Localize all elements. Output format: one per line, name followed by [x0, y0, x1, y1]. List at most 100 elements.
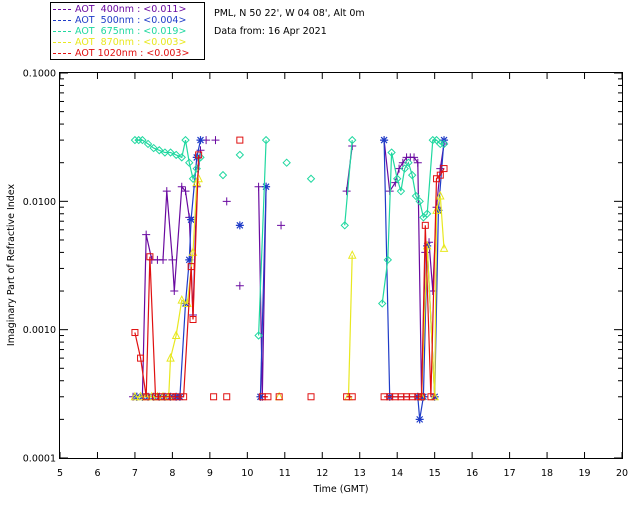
series-5000nm-point [256, 392, 265, 401]
series-1020nm-point [433, 175, 441, 183]
series-6750nm-point [348, 135, 357, 145]
series-6750nm-line [134, 139, 202, 181]
x-tick-label: 19 [578, 468, 590, 479]
series-1020nm-point [210, 393, 218, 401]
location-text: PML, N 50 22', W 04 08', Alt 0m [214, 8, 365, 19]
series-8700nm-line [347, 255, 353, 397]
series-6750nm-point [383, 255, 393, 265]
series-5000nm-point [415, 415, 424, 424]
series-5000nm-point [262, 182, 271, 191]
series-8700nm-point [194, 173, 203, 183]
series-8700nm-point [430, 391, 439, 401]
series-4000nm [129, 136, 449, 401]
x-tick-label: 5 [57, 468, 63, 479]
legend-item-870nm: AOT 870nm : <0.003> [53, 37, 186, 48]
series-1020nm-point [436, 171, 444, 179]
x-tick-label: 10 [241, 468, 253, 479]
legend-item-400nm: AOT 400nm : <0.011> [53, 4, 186, 15]
series-6750nm-point [306, 174, 316, 183]
series-8700nm-point [177, 294, 187, 304]
series-8700nm-point [347, 250, 357, 259]
series-6750nm-point [422, 209, 432, 218]
series-5000nm-point [235, 221, 244, 230]
series-8700nm-point [439, 243, 449, 252]
legend-label: AOT 870nm : <0.003> [75, 37, 187, 48]
series-6750nm-point [411, 191, 421, 201]
series-6750nm-point [235, 150, 245, 160]
series-1020nm [131, 136, 448, 401]
series-1020nm-point [275, 393, 283, 401]
series-1020nm-point [264, 393, 272, 401]
legend-label: AOT 1020nm : <0.003> [75, 48, 190, 59]
series-6750nm-point [160, 148, 170, 157]
legend-swatch [53, 20, 71, 21]
series-4000nm-point [413, 158, 422, 167]
series-6750nm-point [130, 135, 140, 145]
series-1020nm-point [414, 393, 422, 401]
series-6750nm-point [181, 135, 190, 145]
series-8700nm-point [147, 391, 157, 401]
x-tick-label: 12 [316, 468, 328, 479]
series-4000nm-point [162, 187, 171, 196]
series-6750nm-point [282, 158, 291, 167]
legend-swatch [53, 42, 71, 43]
axis-ticks: 5 6 7 8 9 10 11 12 13 14 15 16 17 18 19 20 0.0001 0.0010 0… [23, 69, 628, 480]
x-tick-label: 16 [466, 468, 478, 479]
series-6750nm-point [378, 299, 387, 308]
series-6750nm-line [344, 140, 353, 226]
series-1020nm-point [189, 316, 197, 324]
series-8700nm-point [166, 353, 175, 362]
series-1020nm-point [223, 393, 231, 401]
series-1020nm-point [440, 165, 448, 173]
series-4000nm-point [170, 287, 179, 296]
series-1020nm-point [236, 136, 244, 144]
series-6750nm-point [261, 135, 271, 145]
series-4000nm-point [168, 255, 177, 264]
series-1020nm-point [418, 393, 426, 401]
series-1020nm-point [421, 221, 429, 229]
series-4000nm-point [159, 255, 168, 264]
series-4000nm-point [277, 221, 286, 230]
series-6750nm-point [138, 135, 147, 145]
legend-label: AOT 400nm : <0.011> [75, 4, 187, 15]
series-1020nm-point [168, 393, 176, 401]
series-1020nm-point [307, 393, 315, 401]
series-1020nm-line [384, 168, 445, 398]
series-6750nm-point [143, 139, 153, 149]
series-5000nm-point [196, 136, 205, 145]
x-tick-label: 14 [391, 468, 403, 479]
series-8700nm-point [130, 391, 140, 401]
series-1020nm-point [172, 393, 180, 401]
series-5000nm-line [259, 186, 267, 397]
series-6750nm-point [188, 174, 198, 183]
y-tick-label: 0.0001 [23, 454, 56, 465]
series-6750nm-point [415, 197, 424, 206]
x-tick-label: 9 [207, 468, 213, 479]
series-6750nm-point [177, 153, 186, 162]
series-8700nm-point [432, 205, 441, 214]
series-6750nm-line [381, 139, 444, 304]
series-6750nm-point [155, 146, 164, 155]
series-1020nm-point [142, 393, 150, 401]
series-4000nm-point [177, 182, 186, 191]
series-4000nm-point [235, 281, 244, 290]
x-tick-label: 11 [279, 468, 291, 479]
y-axis-title: Imaginary Part of Refractive Index [6, 184, 17, 347]
legend-label: AOT 500nm : <0.004> [75, 15, 187, 26]
legend-swatch [53, 53, 71, 54]
series-6750nm-point [192, 164, 201, 173]
series-8700nm-point [171, 330, 181, 340]
x-tick-label: 15 [429, 468, 441, 479]
series-6750nm-point [407, 170, 417, 180]
legend-item-1020nm: AOT 1020nm : <0.003> [53, 48, 189, 59]
series-6750nm-point [436, 139, 445, 149]
legend-swatch [53, 9, 71, 10]
series-layer [129, 135, 449, 424]
x-axis-title: Time (GMT) [312, 484, 368, 495]
series-1020nm-point [348, 393, 356, 401]
legend-item-675nm: AOT 675nm : <0.019> [53, 26, 186, 37]
series-6750nm-point [392, 174, 402, 183]
legend-label: AOT 675nm : <0.019> [75, 26, 187, 37]
series-4000nm-point [211, 136, 220, 145]
